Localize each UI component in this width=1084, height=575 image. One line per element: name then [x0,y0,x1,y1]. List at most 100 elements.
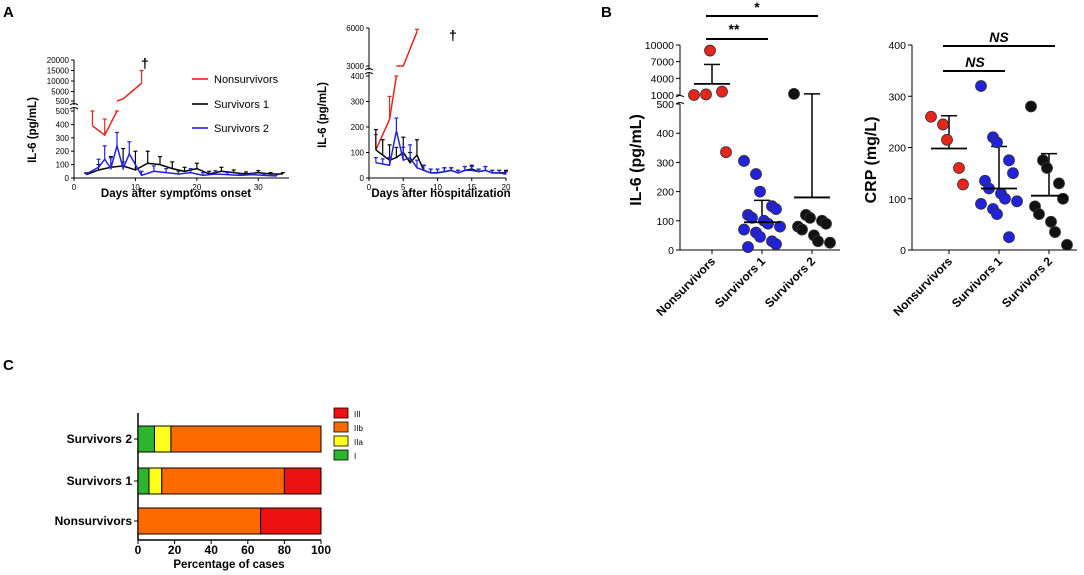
c-legend-label-i: I [354,452,356,461]
b2-category-label-survivors-1: Survivors 1 [949,254,1005,310]
chart-b2-crp-scatter: CRP (mg/L) NS NS 0 100 200 300 400 Nonsurvivo… [863,29,1077,319]
b1-point-survivors-1 [738,223,750,236]
c-bar-survivors-1-iia [148,467,163,495]
c-legend-swatch-iib [333,421,349,433]
c-x-tick-label: 0 [135,543,142,557]
a1-death-dagger: † [141,55,149,71]
b1-y-tick-label: 400 [656,128,674,140]
b2-point-survivors-1 [1007,167,1019,180]
b1-point-survivors-1 [746,211,758,224]
b2-point-survivors-2 [1061,238,1073,251]
a1-legend-survivors-2: Survivors 2 [214,123,269,135]
a2-y-tick-label: 0 [360,174,365,183]
b2-point-survivors-2 [1033,208,1045,221]
c-bar-survivors-2-i [137,425,155,453]
chart-a1-il6-vs-days-after-onset: Days after symptoms onset IL-6 (pg/mL) N… [27,55,289,200]
b1-point-survivors-1 [770,238,782,251]
c-category-label-survivors-2: Survivors 2 [67,432,133,446]
b1-y-tick-label: 300 [656,157,674,169]
b2-point-survivors-2 [1049,226,1061,238]
c-legend-label-iia: IIa [354,438,363,447]
b1-point-nonsurvivors [720,146,732,159]
b2-point-survivors-1 [1011,195,1023,208]
c-x-axis-label: Percentage of cases [173,559,284,571]
a1-x-tick-label: 0 [72,183,77,192]
a1-axis-break-lower [69,107,79,110]
b2-y-tick-label: 300 [888,91,906,103]
a2-axis-break-upper [364,68,374,71]
b1-point-survivors-2 [820,217,832,230]
b2-category-label-nonsurvivors: Nonsurvivors [891,254,956,319]
b2-point-survivors-1 [1003,231,1015,244]
a1-y-tick-label: 300 [56,134,70,143]
b2-y-tick-label: 0 [900,245,906,257]
a2-series-survivors-1 [375,149,506,174]
b1-y-tick-label-upper: 4000 [651,73,675,85]
b1-point-survivors-2 [824,236,836,249]
c-bar-survivors-1-iii [283,467,322,495]
b2-point-survivors-1 [991,208,1003,221]
a2-y-tick-label-upper: 3000 [346,62,364,71]
c-legend-swatch-i [333,449,349,461]
b1-point-nonsurvivors [688,89,700,101]
c-category-label-survivors-1: Survivors 1 [67,474,133,488]
a2-series-nonsurvivors [375,75,398,151]
b1-y-tick-label: 100 [656,216,674,228]
c-x-tick-label: 60 [241,543,255,557]
a1-x-tick-label: 10 [131,183,140,192]
a1-legend: Nonsurvivors Survivors 1 Survivors 2 [192,74,279,135]
a1-y-tick-label-upper: 20000 [47,56,70,65]
b2-y-axis-label: CRP (mg/L) [863,117,880,204]
a2-y-tick-label: 200 [351,123,365,132]
b1-y-tick-label: 200 [656,187,674,199]
a2-y-tick-label: 400 [351,72,365,81]
a2-x-tick-label: 20 [502,183,511,192]
b1-y-tick-label: 500 [656,99,674,111]
b2-point-survivors-1 [1003,154,1015,167]
a2-y-axis-label: IL-6 (pg/mL) [317,82,329,148]
c-x-tick-label: 40 [205,543,219,557]
b2-category-label-survivors-2: Survivors 2 [999,254,1055,310]
panel-letter-a: A [3,4,14,21]
a1-legend-nonsurvivors: Nonsurvivors [214,74,279,86]
c-bar-nonsurvivors-iii [260,507,322,535]
a1-x-tick-label: 20 [192,183,201,192]
b2-point-nonsurvivors [941,133,953,146]
a1-y-tick-label: 0 [65,174,70,183]
panel-letter-b: B [601,4,612,21]
a1-y-tick-label-upper: 15000 [47,67,70,76]
chart-a2-il6-vs-days-after-hospitalization: Days after hospitalization IL-6 (pg/mL) … [317,24,511,200]
b2-point-nonsurvivors [957,178,969,191]
c-bar-survivors-1-iib [161,467,285,495]
chart-c-stacked-bar: Percentage of cases 0 20 40 60 80 100 Survivor… [55,407,363,571]
a2-y-tick-label: 300 [351,98,365,107]
b1-point-survivors-2 [788,87,800,100]
a1-y-tick-label: 200 [56,147,70,156]
b1-point-survivors-2 [804,211,816,224]
a2-y-tick-label-upper: 6000 [346,24,364,33]
c-legend-label-iib: IIb [354,424,363,433]
b1-point-survivors-1 [738,155,750,167]
a2-death-dagger: † [449,27,457,43]
b2-point-survivors-1 [991,136,1003,149]
b2-significance-nonsurvivors-vs-survivors-1: NS [965,54,985,70]
a2-x-tick-label: 0 [367,183,372,192]
c-legend-label-iii: III [354,410,361,419]
b1-point-survivors-1 [774,220,786,233]
c-x-tick-label: 100 [311,543,331,557]
b1-axis-break-upper [675,95,685,98]
b1-point-survivors-1 [754,185,766,198]
b2-point-survivors-2 [1045,215,1057,228]
b2-point-nonsurvivors [937,118,949,131]
a1-y-tick-label: 500 [56,107,70,116]
b2-point-survivors-2 [1053,177,1065,190]
b1-significance-nonsurvivors-vs-survivors-2: * [754,0,760,15]
b1-point-nonsurvivors [704,44,716,57]
a2-x-tick-label: 15 [467,183,476,192]
b2-point-survivors-1 [975,197,987,210]
a1-axis-break-upper [69,103,79,106]
a2-x-tick-label: 10 [433,183,442,192]
a1-series-survivors-2 [85,142,277,177]
b2-point-survivors-2 [1025,100,1037,113]
c-x-tick-label: 80 [278,543,292,557]
